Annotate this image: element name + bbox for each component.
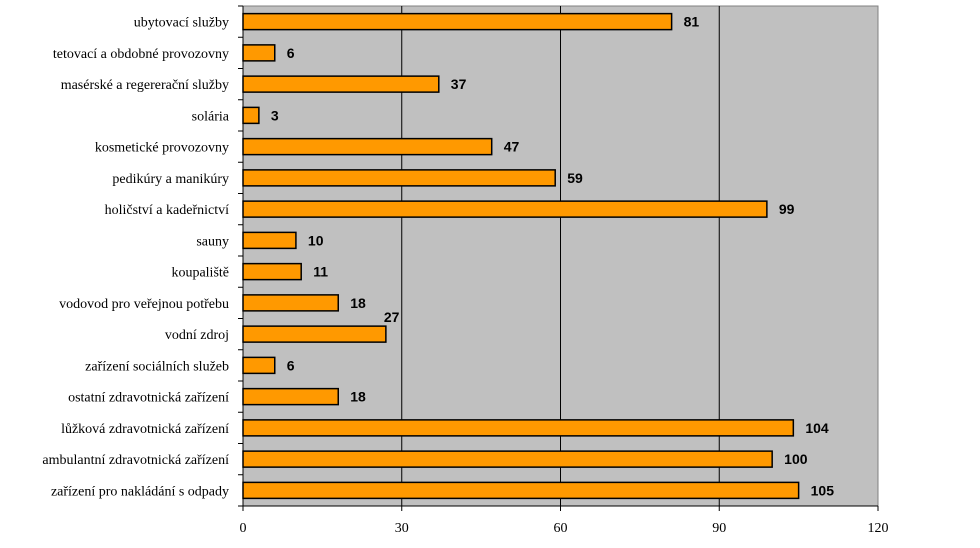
- category-label: zařízení sociálních služeb: [85, 359, 229, 374]
- category-label: vodní zdroj: [165, 328, 229, 343]
- category-label: ubytovací služby: [134, 16, 229, 31]
- x-axis: 0 30 60 90 120: [238, 5, 889, 536]
- bars: [242, 12, 800, 500]
- category-label: sauny: [196, 234, 229, 249]
- category-label: koupaliště: [171, 266, 229, 281]
- value-label: 18: [350, 295, 366, 311]
- value-label: 18: [350, 389, 366, 405]
- category-label: ambulantní zdravotnická zařízení: [42, 453, 229, 468]
- category-label: ostatní zdravotnická zařízení: [68, 391, 229, 406]
- category-label: tetovací a obdobné provozovny: [53, 47, 229, 62]
- category-label: zařízení pro nakládání s odpady: [51, 484, 229, 499]
- category-label: lůžková zdravotnická zařízení: [61, 422, 229, 437]
- bar: [242, 231, 297, 250]
- value-label: 37: [451, 76, 467, 92]
- bar: [242, 262, 302, 281]
- bar: [242, 137, 493, 156]
- bar: [242, 294, 339, 312]
- bar: [242, 450, 773, 468]
- x-tick-label: 120: [868, 521, 889, 536]
- category-label: pedikúry a manikúry: [112, 172, 229, 187]
- bar: [242, 387, 339, 406]
- value-label: 105: [811, 482, 835, 498]
- bar: [242, 356, 276, 375]
- bar: [242, 106, 260, 125]
- bar: [242, 325, 387, 343]
- value-label: 6: [287, 357, 295, 373]
- x-tick-label: 60: [554, 521, 568, 536]
- bar: [242, 12, 673, 31]
- x-tick-label: 30: [395, 521, 409, 536]
- value-label: 27: [384, 309, 400, 325]
- value-label: 100: [784, 451, 808, 467]
- value-label: 6: [287, 45, 295, 61]
- x-tick-label: 90: [712, 521, 726, 536]
- category-label: kosmetické provozovny: [95, 141, 229, 156]
- bar: [242, 75, 440, 93]
- bar: [242, 481, 800, 500]
- value-label: 59: [567, 170, 583, 186]
- value-label: 3: [271, 107, 279, 123]
- value-label: 10: [308, 232, 324, 248]
- bar: [242, 169, 556, 187]
- category-label: solária: [192, 109, 230, 124]
- bar: [242, 419, 795, 437]
- category-label: masérské a regererační služby: [61, 78, 229, 93]
- x-tick-label: 0: [240, 521, 247, 536]
- bar: [242, 44, 276, 62]
- value-label: 104: [805, 420, 829, 436]
- value-label: 81: [684, 14, 700, 30]
- value-label: 99: [779, 201, 795, 217]
- category-label: vodovod pro veřejnou potřebu: [59, 297, 229, 312]
- category-label: holičství a kadeřnictví: [105, 203, 230, 218]
- bar: [242, 200, 768, 218]
- value-label: 47: [504, 139, 520, 155]
- category-labels: ubytovací služby tetovací a obdobné prov…: [42, 16, 229, 500]
- value-label: 11: [313, 264, 328, 280]
